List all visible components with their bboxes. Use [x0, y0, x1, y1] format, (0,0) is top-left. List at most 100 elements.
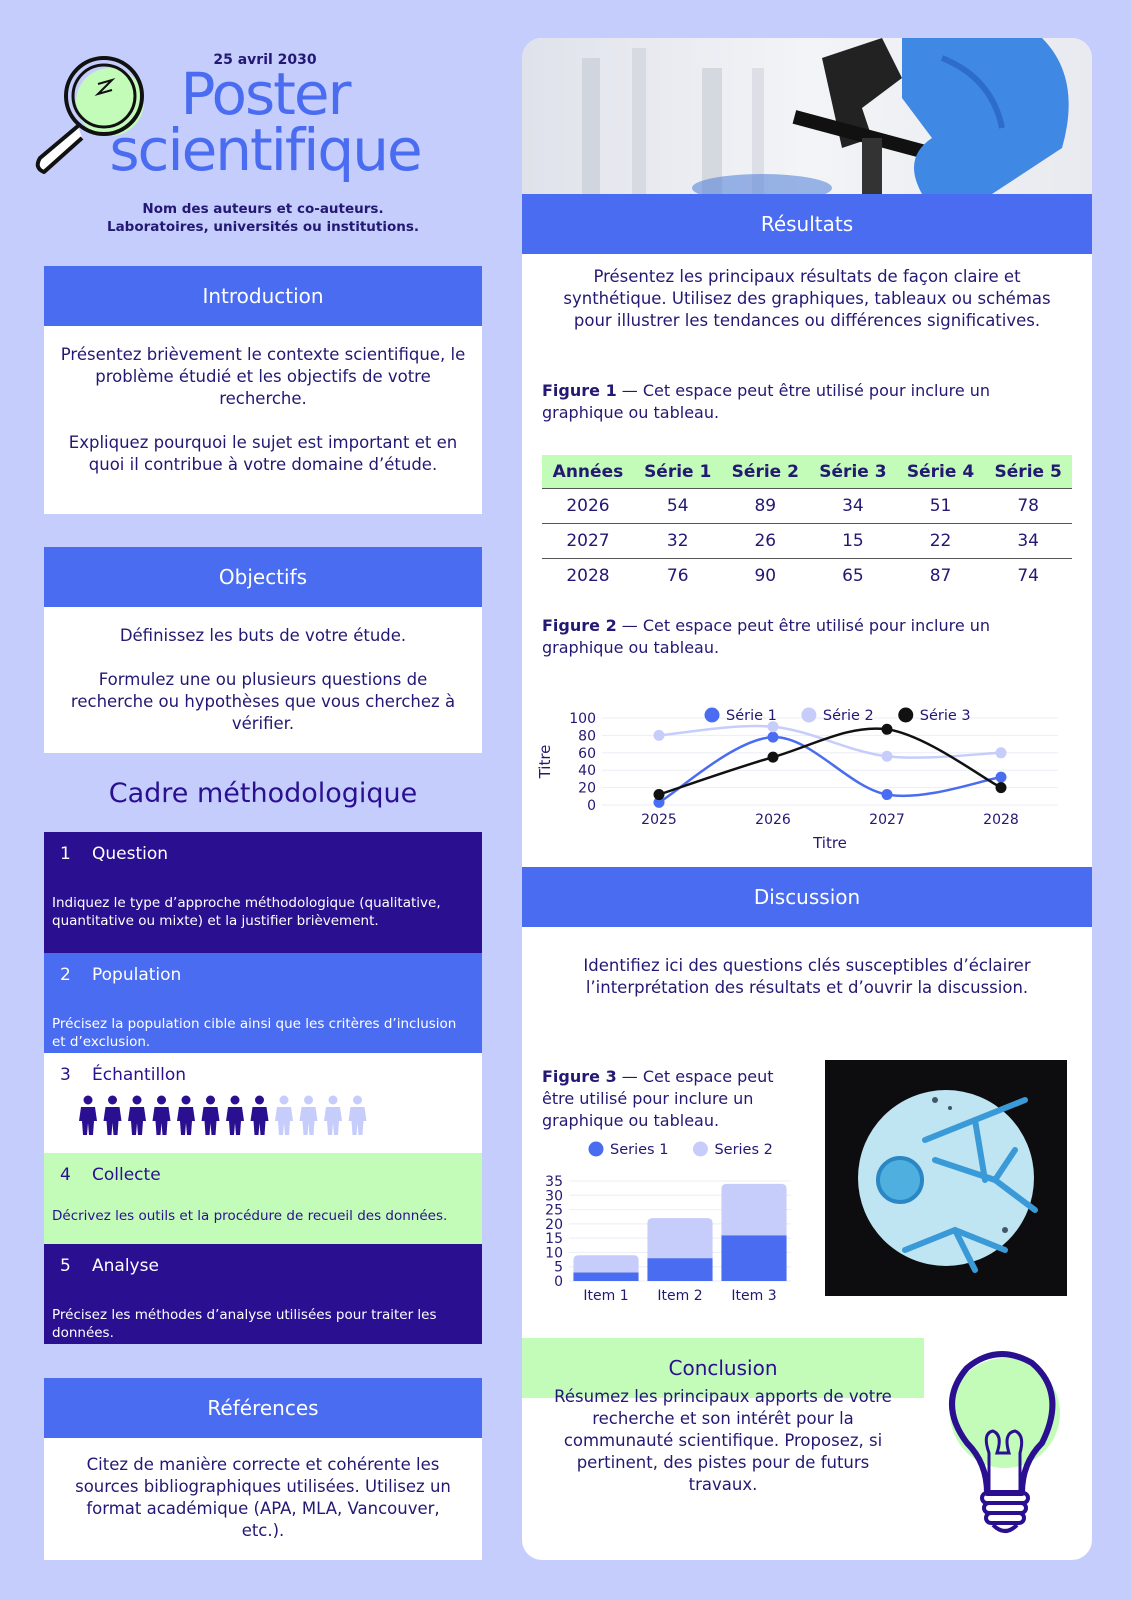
- data-table: Années Série 1 Série 2 Série 3 Série 4 Série …: [542, 455, 1072, 593]
- authors-block: Nom des auteurs et co-auteurs. Laboratoi…: [44, 200, 482, 236]
- data-point: [767, 731, 779, 743]
- table-cell: 89: [721, 488, 810, 524]
- step-label: Échantillon: [92, 1065, 187, 1085]
- table-cell: 65: [809, 558, 897, 593]
- person-icon: [177, 1095, 195, 1135]
- data-point: [995, 747, 1007, 759]
- date: 25 avril 2030: [213, 52, 317, 68]
- step-text: Précisez les méthodes d’analyse utilisée…: [52, 1307, 437, 1341]
- y-tick-label: 0: [587, 798, 596, 814]
- series-line: [658, 735, 1002, 804]
- table-cell: 90: [721, 558, 810, 593]
- method-step: 4 Collecte Décrivez les outils et la procé…: [44, 1153, 482, 1244]
- x-axis-label: Titre: [812, 834, 847, 850]
- paragraph: Expliquez pourquoi le sujet est importan…: [68, 433, 458, 474]
- person-icon: [201, 1095, 220, 1135]
- table-cell: 2026: [542, 488, 634, 524]
- method-step: 1 Question Indiquez le type d’approche mét…: [44, 832, 482, 953]
- person-body: [348, 1107, 367, 1135]
- table-cell: 2027: [542, 523, 634, 559]
- conclusion-text: Résumez les principaux apports de votre …: [542, 1386, 904, 1496]
- authors: Nom des auteurs et co-auteurs.: [142, 201, 384, 217]
- section-body: Présentez brièvement le contexte scienti…: [44, 326, 482, 514]
- conclusion-paragraph: Résumez les principaux apports de votre …: [554, 1387, 892, 1494]
- person-body: [275, 1107, 293, 1135]
- table-cell: 26: [721, 523, 810, 559]
- legend-label: Série 1: [726, 708, 777, 724]
- table-header-cell: Série 3: [809, 455, 897, 489]
- person-body: [226, 1107, 244, 1135]
- data-point: [653, 796, 665, 808]
- section-title: Conclusion: [522, 1338, 924, 1398]
- section-title: Références: [44, 1378, 482, 1438]
- table-cell: 76: [633, 558, 722, 593]
- results-text: Présentez les principaux résultats de fa…: [563, 267, 1051, 330]
- legend-swatch: [898, 707, 914, 723]
- table-cell: 51: [896, 488, 985, 524]
- table-header-cell: Série 1: [633, 455, 722, 489]
- person-body: [79, 1107, 97, 1135]
- person-body: [177, 1107, 195, 1135]
- legend-label: Série 2: [823, 708, 874, 724]
- person-icon: [250, 1095, 269, 1135]
- table-header-cell: Série 5: [984, 455, 1072, 489]
- figure-label: Figure 2: [542, 616, 617, 635]
- legend-label: Série 3: [920, 708, 971, 724]
- y-tick-label: 10: [545, 1245, 563, 1261]
- x-tick-label: Item 1: [583, 1288, 628, 1304]
- title: Poster scientifique: [90, 60, 440, 179]
- caption-text: — Cet espace peut être utilisé pour incl…: [542, 1067, 774, 1130]
- data-point: [881, 789, 893, 801]
- section-body: Citez de manière correcte et cohérente l…: [44, 1438, 482, 1560]
- data-point: [881, 750, 893, 762]
- section-title: Résultats: [522, 194, 1092, 254]
- paragraph: Présentez brièvement le contexte scienti…: [60, 345, 466, 408]
- title-line: Poster: [180, 60, 352, 128]
- microscopy-image: [825, 1060, 1067, 1296]
- y-tick-label: 15: [545, 1231, 563, 1247]
- bar-segment: [647, 1218, 713, 1259]
- table-cell: 54: [633, 488, 722, 524]
- y-tick-label: 40: [578, 763, 596, 779]
- table-cell: 15: [809, 523, 897, 559]
- bar-segment: [721, 1235, 787, 1281]
- person-head: [304, 1095, 313, 1105]
- discussion-text: Identifiez ici des questions clés suscep…: [583, 956, 1031, 997]
- data-point: [995, 771, 1007, 783]
- person-icon: [103, 1095, 122, 1135]
- step-number: 2: [60, 965, 71, 985]
- person-icon: [348, 1095, 367, 1135]
- section-body: Définissez les buts de votre étude. Form…: [44, 607, 482, 753]
- y-tick-label: 0: [554, 1274, 563, 1290]
- series-line: [658, 727, 1002, 796]
- step-number: 1: [60, 844, 71, 864]
- legend-swatch: [692, 1141, 708, 1157]
- bar-segment: [573, 1272, 639, 1281]
- step-number: 5: [60, 1256, 71, 1276]
- step-number: 4: [60, 1165, 71, 1185]
- figure-caption: Figure 1 — Cet espace peut être utilisé …: [542, 380, 1067, 424]
- table-header-cell: Série 4: [896, 455, 985, 489]
- legend-swatch: [704, 707, 720, 723]
- data-point: [881, 723, 893, 735]
- person-body: [103, 1107, 122, 1135]
- bar-segment: [647, 1258, 713, 1281]
- step-number: 3: [60, 1065, 71, 1085]
- person-body: [250, 1107, 269, 1135]
- bar-segment: [573, 1255, 639, 1273]
- person-icon: [226, 1095, 244, 1135]
- lab-photo: [522, 38, 1092, 194]
- methodology-title: Cadre méthodologique: [108, 778, 418, 809]
- x-tick-label: Item 2: [657, 1288, 702, 1304]
- table-cell: 32: [633, 523, 722, 559]
- table-header-row: Années Série 1 Série 2 Série 3 Série 4 Série …: [542, 455, 1072, 489]
- table-cell: 34: [984, 523, 1072, 559]
- person-icon: [79, 1095, 97, 1135]
- person-head: [157, 1095, 166, 1105]
- x-tick-label: 2028: [983, 812, 1019, 828]
- table-row: 2027 32 26 15 22 34: [542, 523, 1072, 559]
- data-point: [995, 782, 1007, 794]
- person-head: [83, 1095, 93, 1105]
- y-tick-label: 20: [578, 781, 596, 797]
